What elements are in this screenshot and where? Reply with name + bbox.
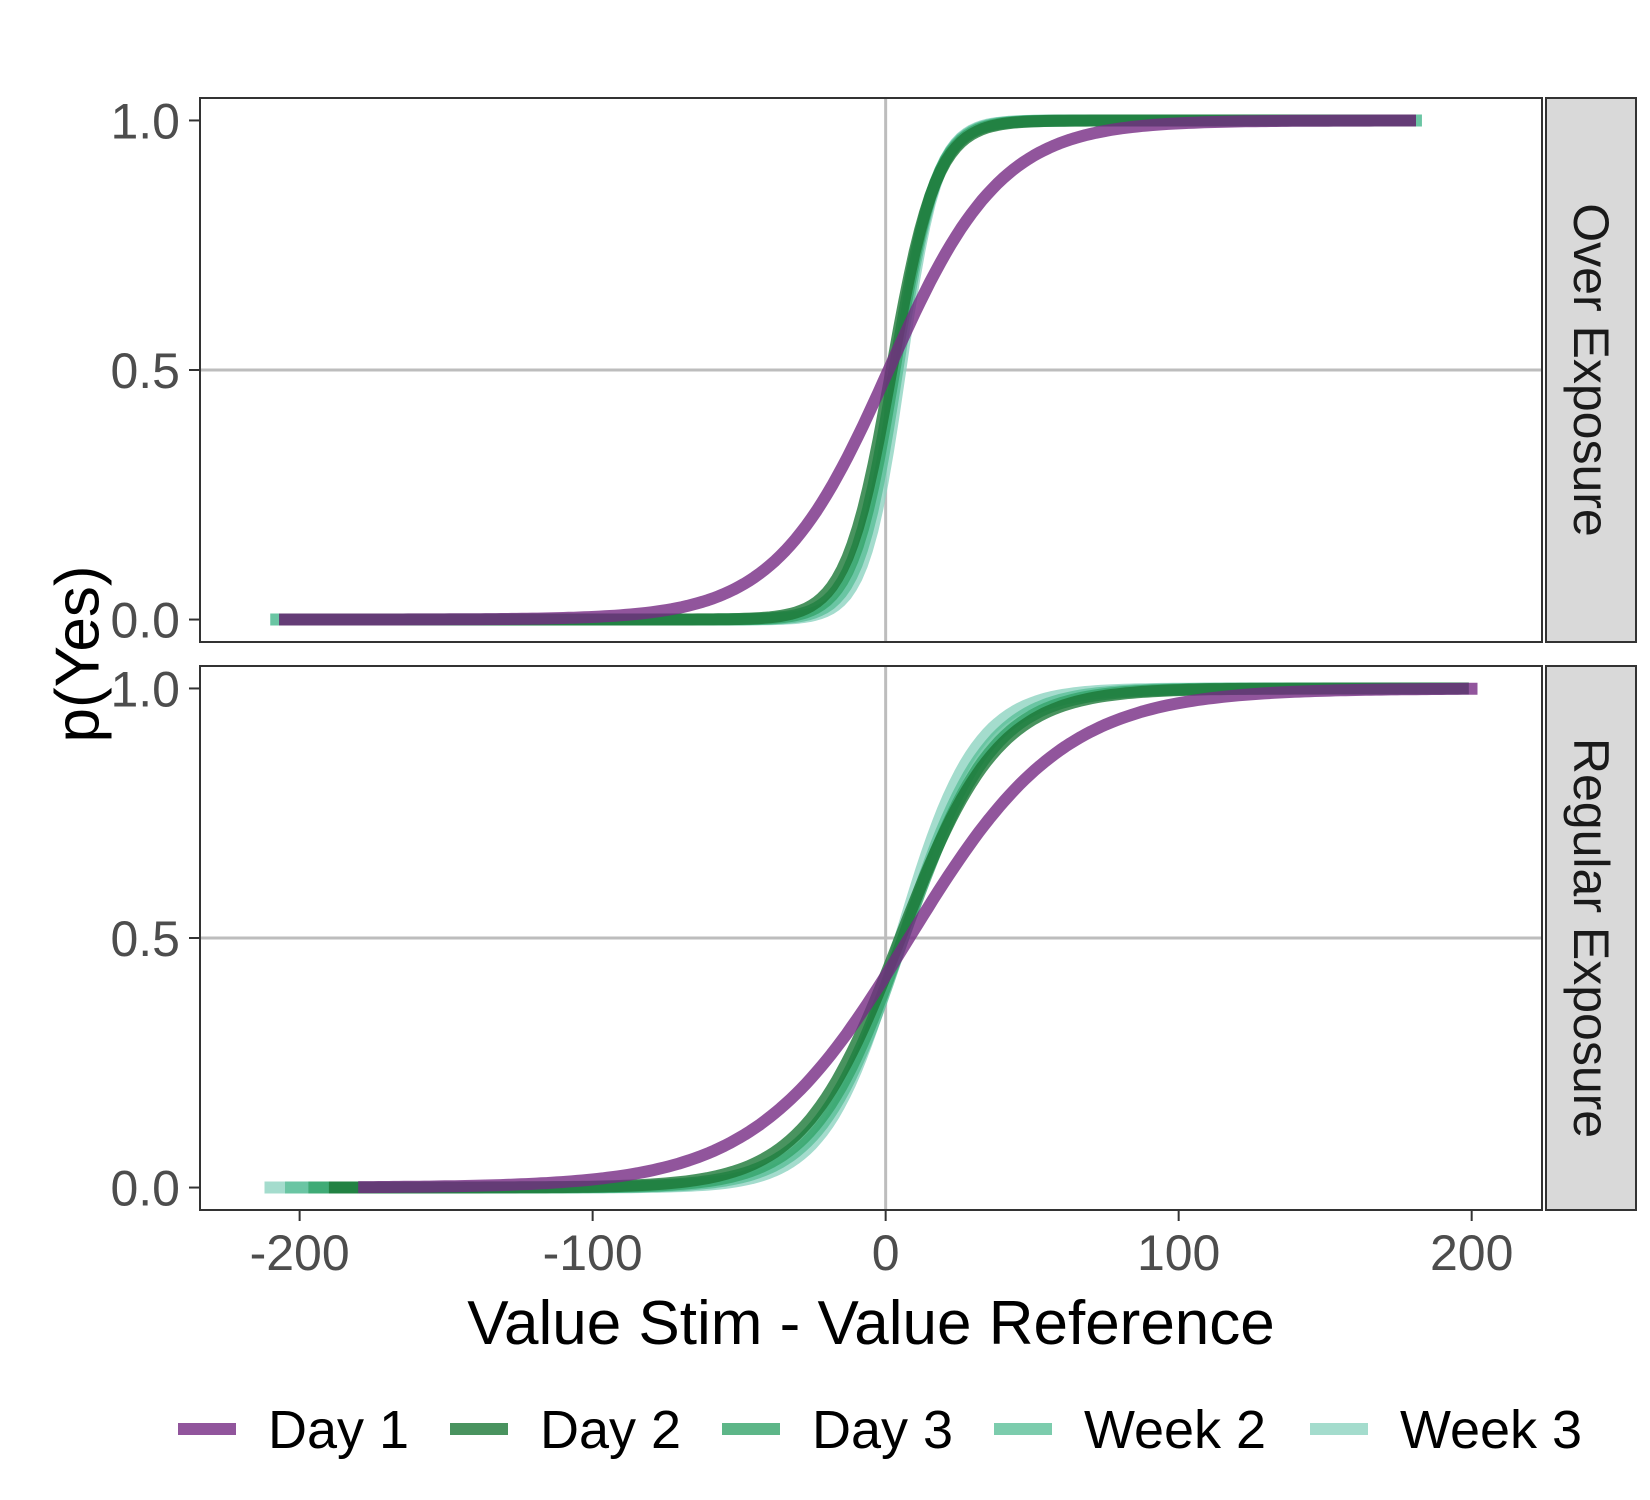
panel-0: 0.0 0.5 1.0 Over Exposure [110,93,1637,649]
y-axis-title: p(Yes) [44,566,113,743]
x-tick-label: 200 [1430,1225,1513,1281]
x-axis-title: Value Stim - Value Reference [467,1289,1275,1358]
y-tick-label: 1.0 [110,93,180,149]
y-tick-label: 0.0 [110,593,180,649]
x-tick-label: 100 [1137,1225,1220,1281]
facet-strip-label: Over Exposure [1563,203,1619,536]
curve-day-1 [357,682,1479,1194]
x-tick-label: 0 [872,1225,900,1281]
legend-label: Day 1 [268,1400,409,1460]
x-tick-label: -100 [543,1225,643,1281]
legend-label: Day 2 [540,1400,681,1460]
y-tick-label: 1.0 [110,661,180,717]
panel-1: 0.0 0.5 1.0 Regular Exposure [110,661,1637,1217]
facet-strip-label: Regular Exposure [1563,738,1619,1138]
legend-label: Week 2 [1084,1400,1266,1460]
legend-label: Week 3 [1400,1400,1582,1460]
y-tick-label: 0.5 [110,911,180,967]
x-tick-label: -200 [250,1225,350,1281]
facet-strip [1545,97,1637,643]
legend-label: Day 3 [812,1400,953,1460]
y-tick-label: 0.5 [110,343,180,399]
legend: Day 1 Day 2 Day 3 Week 2 Week 3 [178,1400,1582,1460]
y-tick-label: 0.0 [110,1161,180,1217]
curve-day-1 [278,114,1417,626]
facet-strip [1545,665,1637,1211]
